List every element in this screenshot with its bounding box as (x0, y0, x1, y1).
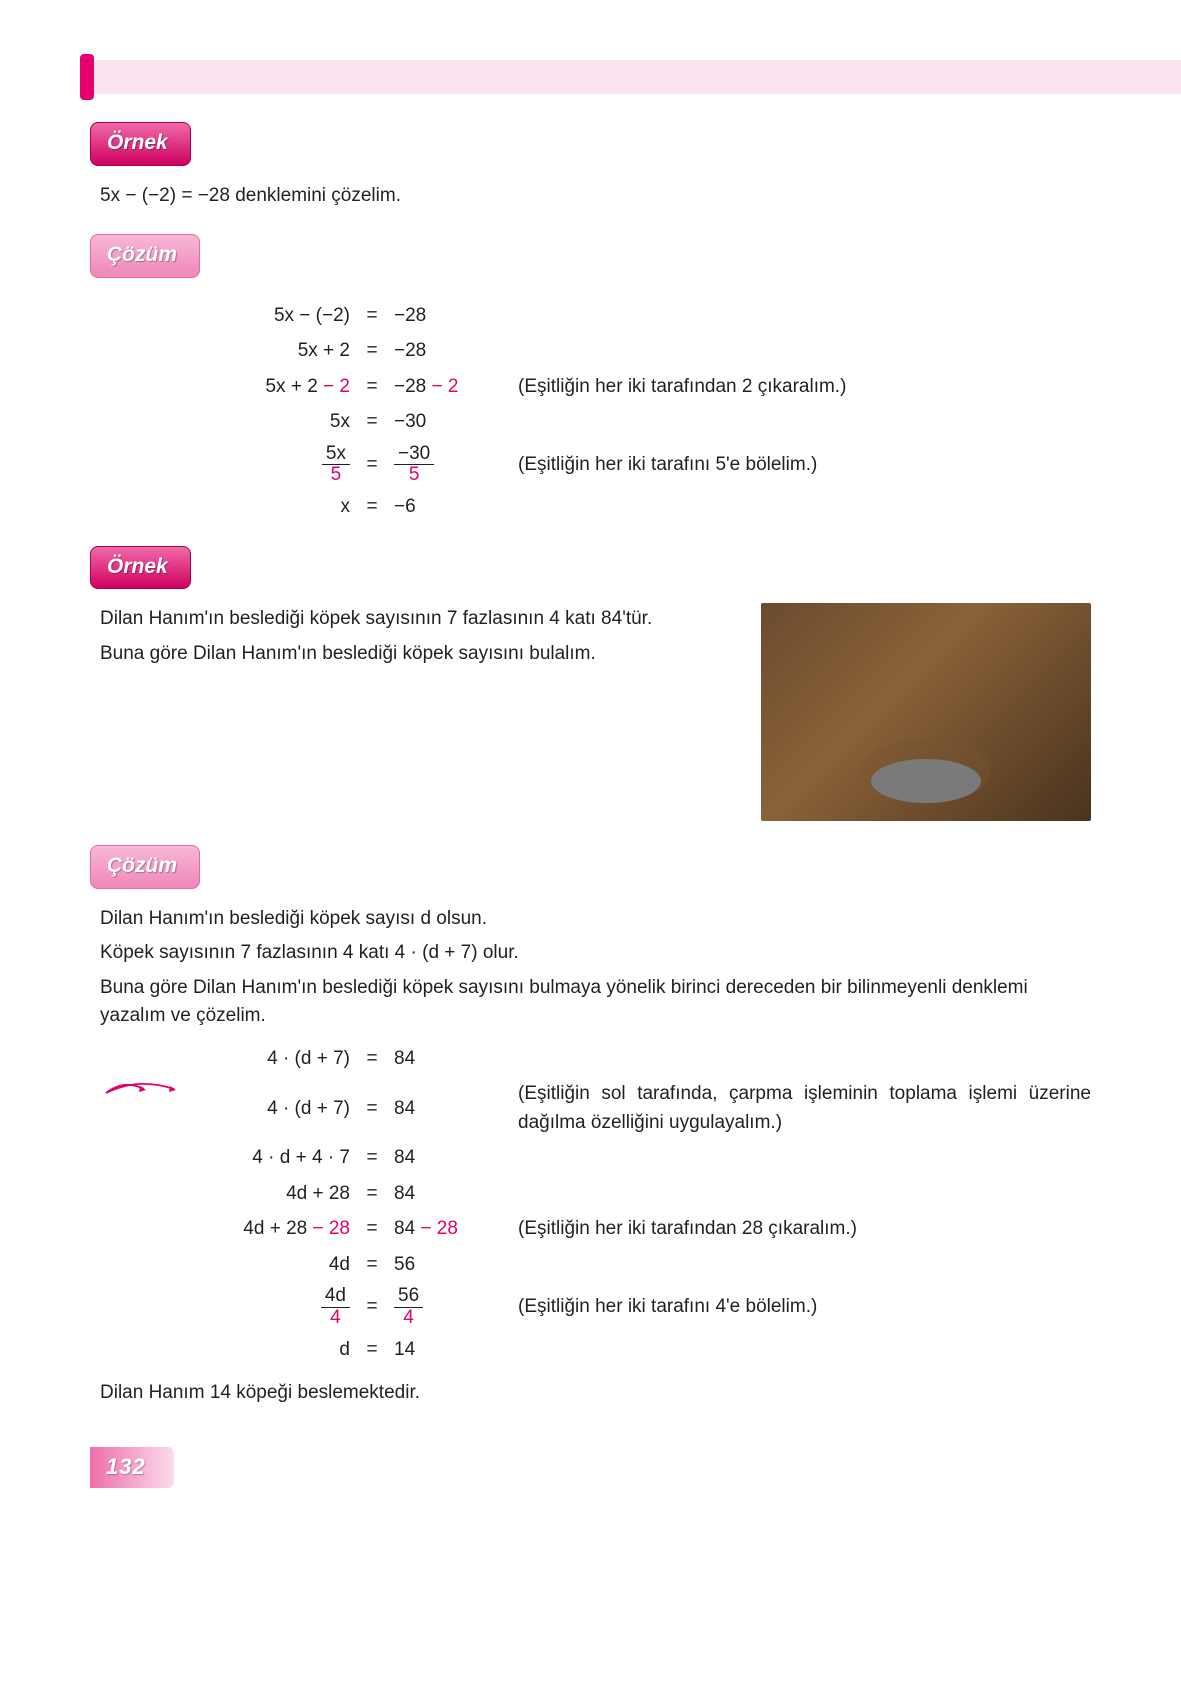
solution-1-steps: 5x − (−2) = −28 5x + 2 = −28 5x + 2 − 2 … (90, 302, 1091, 522)
example-2: Örnek Dilan Hanım'ın beslediği köpek say… (90, 546, 1091, 822)
distribution-arrow-icon (104, 1079, 184, 1097)
ornek-badge: Örnek (90, 122, 191, 166)
example-1-prompt: 5x − (−2) = −28 denklemini çözelim. (100, 182, 1091, 211)
dogs-photo (761, 603, 1091, 821)
solution-2: Çözüm Dilan Hanım'ın beslediği köpek say… (90, 845, 1091, 1407)
header-tab (80, 54, 94, 100)
header-band (85, 60, 1181, 94)
step-rhs: −28 (384, 302, 494, 331)
step-note: (Eşitliğin her iki tarafından 2 çıkaralı… (494, 373, 1091, 402)
page-number: 132 (90, 1447, 174, 1488)
page-footer: 132 (90, 1447, 1091, 1488)
sol2-conclusion: Dilan Hanım 14 köpeği beslemektedir. (100, 1379, 1091, 1408)
ornek-badge: Örnek (90, 546, 191, 590)
solution-2-steps: 4 · (d + 7) = 84 4 · (d + 7) = 84 ( (90, 1045, 1091, 1365)
sol2-p1: Dilan Hanım'ın beslediği köpek sayısı d … (100, 905, 1091, 934)
cozum-badge: Çözüm (90, 234, 200, 278)
sol2-p3: Buna göre Dilan Hanım'ın beslediği köpek… (100, 974, 1091, 1031)
step-lhs: 5x − (−2) (90, 302, 360, 331)
sol2-p2: Köpek sayısının 7 fazlasının 4 katı 4 · … (100, 939, 1091, 968)
solution-1: Çözüm 5x − (−2) = −28 5x + 2 = −28 5x + … (90, 234, 1091, 522)
cozum-badge: Çözüm (90, 845, 200, 889)
example-1: Örnek 5x − (−2) = −28 denklemini çözelim… (90, 122, 1091, 210)
example-2-p1: Dilan Hanım'ın beslediği köpek sayısının… (100, 605, 737, 634)
example-2-p2: Buna göre Dilan Hanım'ın beslediği köpek… (100, 640, 737, 669)
